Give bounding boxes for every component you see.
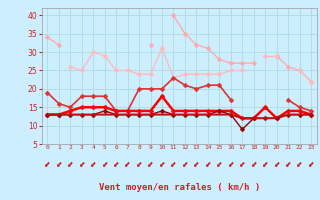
Text: ⬋: ⬋	[296, 160, 303, 168]
Text: ⬋: ⬋	[274, 160, 280, 168]
Text: ⬋: ⬋	[90, 160, 96, 168]
Text: ⬋: ⬋	[216, 160, 222, 168]
Text: ⬋: ⬋	[228, 160, 234, 168]
Text: ⬋: ⬋	[251, 160, 257, 168]
Text: ⬋: ⬋	[170, 160, 177, 168]
Text: ⬋: ⬋	[124, 160, 131, 168]
Text: ⬋: ⬋	[239, 160, 245, 168]
Text: ⬋: ⬋	[308, 160, 314, 168]
Text: ⬋: ⬋	[262, 160, 268, 168]
Text: ⬋: ⬋	[285, 160, 291, 168]
Text: ⬋: ⬋	[67, 160, 74, 168]
Text: ⬋: ⬋	[56, 160, 62, 168]
Text: ⬋: ⬋	[44, 160, 51, 168]
Text: ⬋: ⬋	[159, 160, 165, 168]
Text: ⬋: ⬋	[205, 160, 211, 168]
Text: ⬋: ⬋	[101, 160, 108, 168]
Text: ⬋: ⬋	[113, 160, 119, 168]
Text: ⬋: ⬋	[136, 160, 142, 168]
Text: Vent moyen/en rafales ( km/h ): Vent moyen/en rafales ( km/h )	[99, 183, 260, 192]
Text: ⬋: ⬋	[147, 160, 154, 168]
Text: ⬋: ⬋	[193, 160, 200, 168]
Text: ⬋: ⬋	[78, 160, 85, 168]
Text: ⬋: ⬋	[182, 160, 188, 168]
